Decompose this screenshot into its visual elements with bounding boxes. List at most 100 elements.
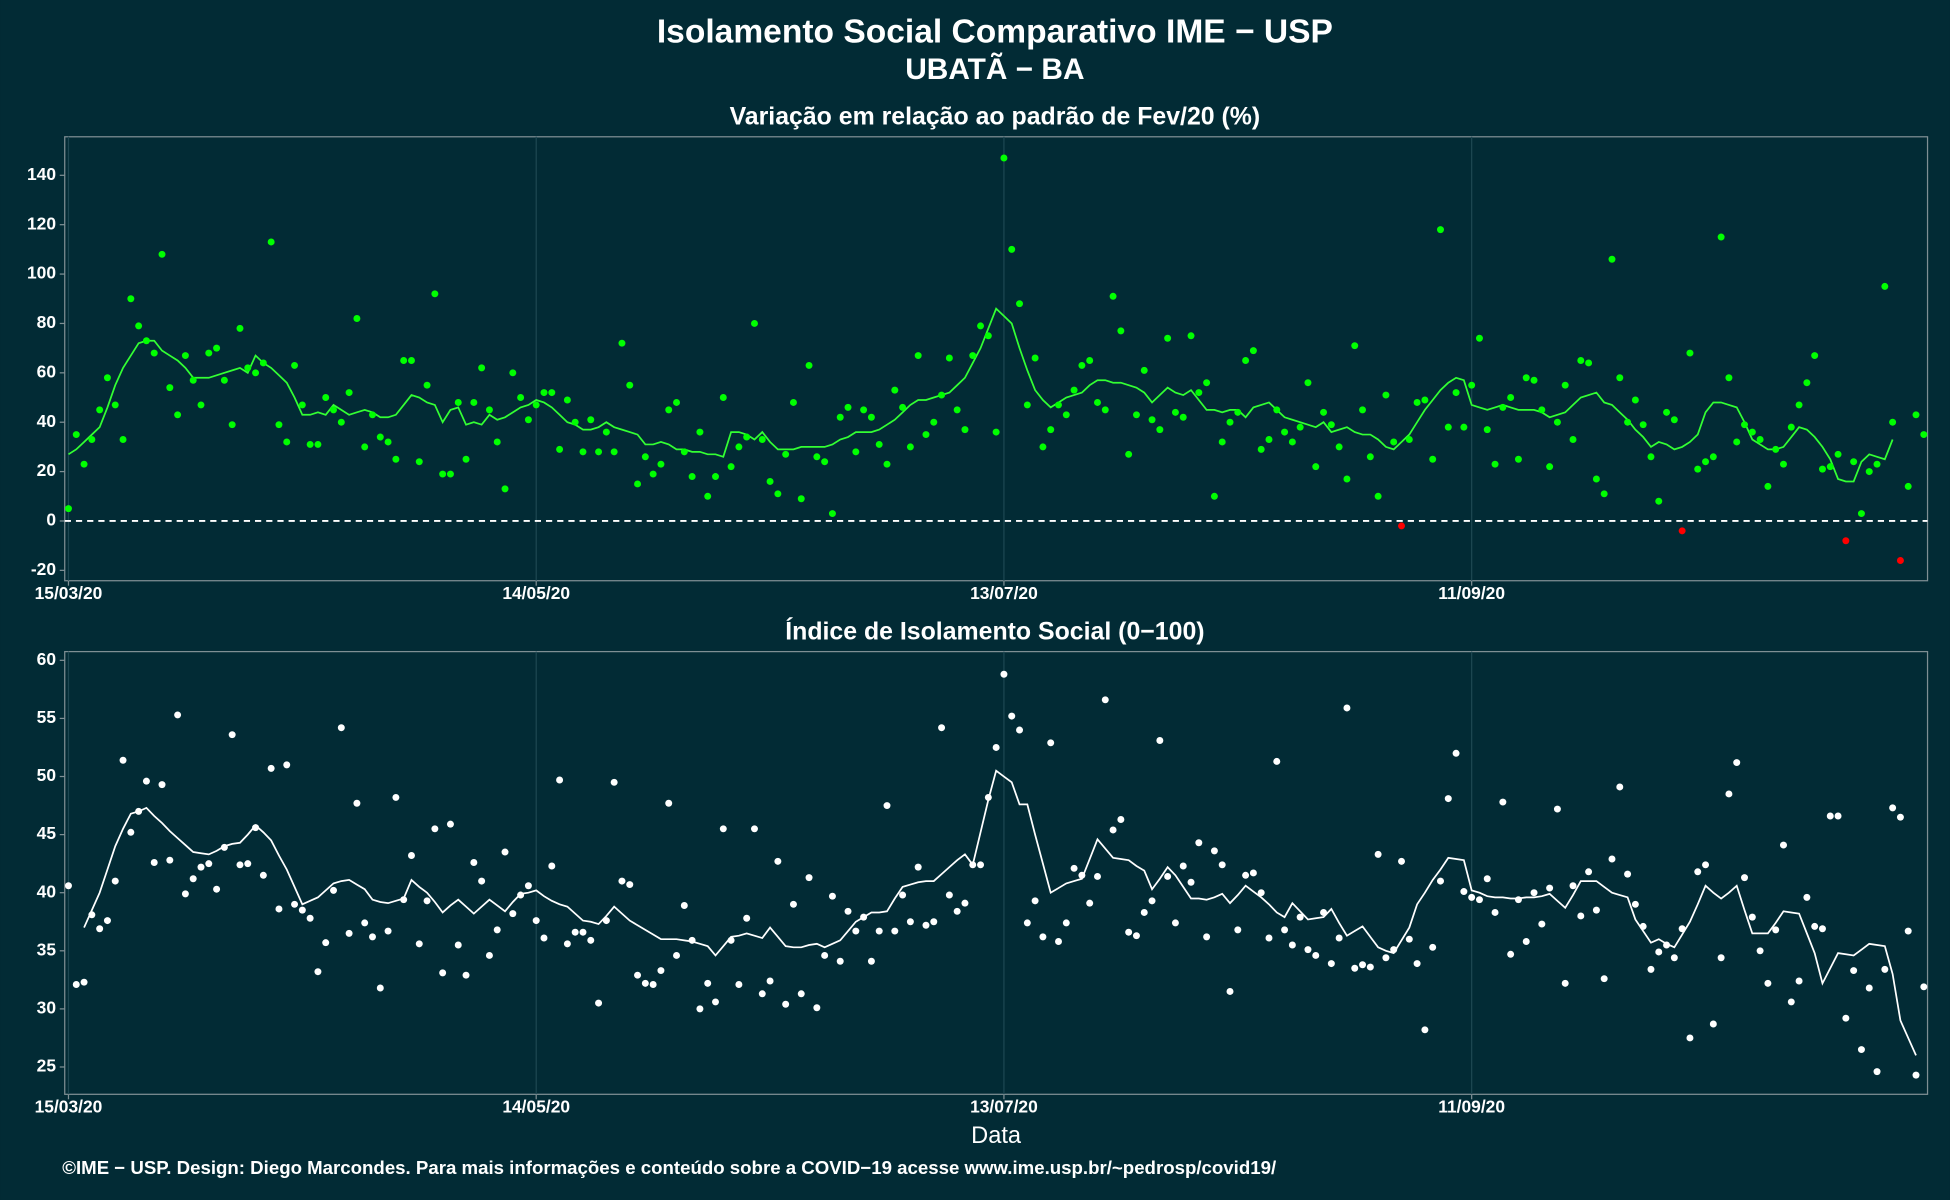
data-point <box>291 900 299 908</box>
data-point <box>431 290 439 298</box>
data-point <box>517 891 525 899</box>
data-point <box>127 295 135 303</box>
data-point <box>1265 436 1273 443</box>
data-point <box>969 861 977 869</box>
data-point <box>922 921 930 929</box>
data-point <box>1904 482 1912 490</box>
data-point <box>922 431 930 439</box>
data-point <box>337 724 345 732</box>
data-point <box>1226 987 1234 995</box>
data-point <box>1366 963 1374 971</box>
data-point <box>665 799 673 807</box>
data-point <box>1179 413 1187 421</box>
data-point <box>1023 401 1031 409</box>
data-point <box>345 929 353 937</box>
data-point <box>1787 423 1795 431</box>
data-point <box>1016 726 1024 734</box>
data-point <box>758 990 766 998</box>
data-point <box>945 891 953 899</box>
data-point <box>930 918 938 926</box>
data-point <box>766 977 774 985</box>
data-point <box>626 381 634 389</box>
data-point <box>727 463 735 471</box>
data-point <box>267 238 275 246</box>
data-point <box>1421 1026 1429 1034</box>
data-point <box>906 918 914 926</box>
data-point <box>1639 922 1647 930</box>
data-point <box>673 951 681 959</box>
data-point <box>228 421 236 429</box>
data-point <box>524 416 532 424</box>
data-point <box>1577 912 1585 920</box>
data-point <box>1452 749 1460 757</box>
data-point <box>205 860 213 868</box>
data-point <box>1164 872 1172 880</box>
data-point <box>1413 398 1421 406</box>
data-point <box>1140 366 1148 374</box>
data-point <box>392 455 400 463</box>
data-point <box>1327 421 1335 429</box>
data-point <box>977 861 985 869</box>
data-point <box>330 406 338 414</box>
data-point <box>1795 977 1803 985</box>
data-point <box>1569 436 1577 443</box>
data-point <box>1592 475 1600 483</box>
data-point <box>64 882 72 890</box>
data-point <box>1304 946 1312 954</box>
data-point <box>1694 465 1702 473</box>
data-point <box>1398 522 1405 530</box>
data-point <box>1132 932 1140 940</box>
x-tick-label: 11/09/20 <box>1438 583 1505 603</box>
data-point <box>852 927 860 935</box>
data-point <box>119 756 127 764</box>
data-point <box>322 939 330 947</box>
data-point <box>1733 759 1741 767</box>
data-point <box>1296 423 1304 431</box>
data-point <box>1631 396 1639 404</box>
data-point <box>1429 455 1437 463</box>
data-point <box>501 848 509 856</box>
data-point <box>1351 342 1359 350</box>
data-point <box>743 433 751 441</box>
data-point <box>821 458 829 466</box>
data-point <box>228 731 236 739</box>
data-point <box>1359 406 1367 414</box>
data-point <box>1070 864 1078 872</box>
data-point <box>867 413 875 421</box>
data-point <box>860 913 868 921</box>
data-point <box>1390 946 1398 954</box>
data-point <box>587 416 595 424</box>
data-point <box>1187 332 1195 340</box>
data-point <box>1889 804 1897 812</box>
data-point <box>197 863 205 871</box>
data-point <box>1304 379 1312 387</box>
data-point <box>556 445 564 453</box>
data-point <box>1624 418 1632 426</box>
data-point <box>361 443 369 451</box>
data-point <box>1686 1034 1694 1042</box>
data-point <box>1242 871 1250 879</box>
data-point <box>158 250 166 258</box>
data-point <box>454 398 462 406</box>
data-point <box>306 440 314 448</box>
data-point <box>291 361 299 369</box>
data-point <box>860 406 868 414</box>
data-point <box>1164 334 1172 342</box>
data-point <box>1514 896 1522 904</box>
chart-subtitle: UBATÃ − BA <box>905 52 1084 86</box>
data-point <box>259 359 267 367</box>
data-point <box>1600 490 1608 498</box>
data-point <box>571 928 579 936</box>
data-point <box>595 999 603 1007</box>
data-point <box>945 354 953 362</box>
data-point <box>524 882 532 890</box>
data-point <box>836 957 844 965</box>
data-point <box>517 394 525 402</box>
y-tick-label: 140 <box>27 164 56 184</box>
data-point <box>1702 861 1710 869</box>
footer: ©IME − USP. Design: Diego Marcondes. Par… <box>62 1157 1276 1178</box>
data-point <box>142 337 150 345</box>
data-point <box>953 406 961 414</box>
data-point <box>1670 954 1678 962</box>
data-point <box>181 890 189 898</box>
